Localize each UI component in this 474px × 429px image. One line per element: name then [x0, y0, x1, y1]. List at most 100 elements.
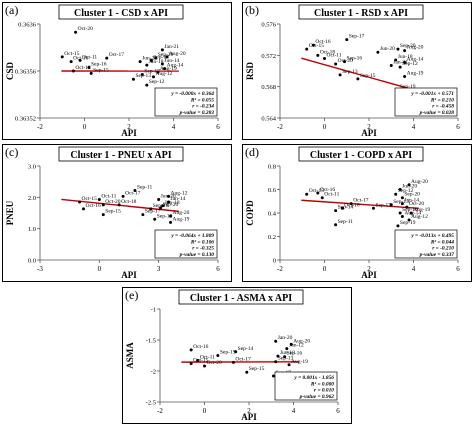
data-point-label: Aug-20: [169, 51, 186, 57]
data-point-label: Oct-20: [78, 26, 94, 32]
chart-title: Cluster 1 - ASMA x API: [190, 293, 292, 304]
stats-line: r = -0.458: [432, 104, 454, 110]
y-axis-label: ASMA: [125, 342, 135, 369]
data-point-label: Aug-12: [155, 71, 172, 77]
y-tick-label: 0: [273, 258, 276, 265]
data-point-label: Aug-19: [407, 70, 424, 76]
y-tick-label: 0.564: [261, 116, 276, 123]
data-point-label: Oct-11: [324, 192, 339, 198]
chart-title: Cluster 1 - CSD x API: [74, 8, 168, 19]
y-axis-label: COPD: [245, 200, 255, 226]
x-tick-label: 4: [412, 265, 416, 273]
y-tick-label: 0.3636: [18, 22, 37, 29]
x-axis-label: API: [121, 270, 137, 280]
data-point-label: Oct-18: [121, 199, 137, 205]
data-point-label: Oct-15: [309, 43, 325, 49]
stats-line: R² = 0.000: [310, 381, 334, 387]
x-axis-label: API: [361, 270, 377, 280]
data-point-label: Jan-21: [164, 44, 179, 50]
data-point-label: Sep-12: [149, 79, 165, 85]
stats-line: y = -0.000x + 0.364: [170, 91, 214, 97]
data-point-label: Sep-16: [347, 56, 363, 62]
y-tick-label: 0.2: [268, 234, 276, 241]
data-point-label: Aug-19: [291, 359, 308, 365]
x-tick-label: 4: [412, 123, 416, 131]
stats-line: r = -0.325: [192, 246, 214, 252]
panel-label: (b): [245, 3, 259, 17]
x-tick-label: 0: [83, 123, 87, 131]
stats-line: R² = 0.106: [190, 239, 214, 245]
data-point-label: Sep-17: [349, 34, 365, 40]
x-tick-label: -2: [277, 123, 283, 131]
y-tick-label: 3.0: [28, 164, 36, 171]
data-point-label: Aug-19: [173, 216, 190, 222]
y-tick-label: -1: [151, 307, 156, 314]
stats-line: y = -0.001x + 0.571: [410, 91, 454, 97]
x-axis-label: API: [361, 128, 377, 138]
y-tick-label: -2.5: [146, 400, 156, 407]
y-tick-label: 0.36356: [15, 69, 37, 76]
data-point-label: Jan-18: [149, 59, 164, 65]
data-point-label: Oct-15: [82, 196, 98, 202]
data-point-label: Sep-17: [375, 202, 391, 208]
x-tick-label: 6: [216, 265, 220, 273]
x-tick-label: -2: [37, 123, 43, 131]
data-point-label: Sep-15: [249, 366, 265, 372]
panel-label: (d): [245, 145, 259, 159]
data-point-label: Sep-15: [220, 350, 236, 356]
y-tick-label: 2.0: [28, 195, 36, 202]
data-point-label: Sep-14: [238, 346, 254, 352]
data-point-label: Oct-18: [75, 65, 91, 71]
data-point-label: Sep-14: [338, 205, 354, 211]
stats-line: p-value = 0.283: [179, 110, 215, 116]
stats-line: p-value = 0.028: [419, 110, 455, 116]
x-tick-label: 0: [323, 123, 327, 131]
x-axis-label: API: [121, 128, 137, 138]
chart-title: Cluster 1 - COPD x API: [310, 150, 412, 161]
data-point-label: Sep-13: [342, 69, 358, 75]
data-point-label: Sep-12: [402, 61, 418, 67]
panel-label: (e): [125, 288, 138, 302]
y-tick-label: -1.5: [146, 338, 156, 345]
y-tick-label: 0.576: [261, 22, 276, 29]
data-point-label: Oct-11: [82, 54, 97, 60]
data-point-label: Sep-15: [360, 73, 376, 79]
data-point-label: Sep-15: [105, 209, 121, 215]
x-tick-label: 6: [336, 407, 340, 415]
chart-title: Cluster 1 - PNEU x API: [70, 150, 171, 161]
stats-line: y = -0.013x + 0.495: [410, 233, 454, 239]
stats-line: y = -0.064x + 1.809: [170, 233, 214, 239]
panel-label: (c): [5, 145, 18, 159]
data-point-label: Sep-19: [400, 220, 416, 226]
x-tick-label: -2: [277, 265, 283, 273]
data-point-label: Jun-20: [380, 46, 395, 52]
x-tick-label: 6: [216, 123, 220, 131]
x-tick-label: 6: [456, 123, 460, 131]
data-point-label: Oct-17: [235, 356, 251, 362]
stats-line: p-value = 0.130: [179, 252, 215, 258]
x-axis-label: API: [241, 412, 257, 422]
y-tick-label: -2: [151, 369, 156, 376]
y-tick-label: 0.4: [268, 211, 277, 218]
y-tick-label: 0.6: [268, 187, 277, 194]
stats-line: R² = 0.044: [430, 239, 454, 245]
y-tick-label: 0.36352: [15, 116, 36, 123]
data-point-label: Jun-12: [289, 343, 304, 349]
y-axis-label: RSD: [245, 62, 255, 81]
x-tick-label: 0: [203, 407, 207, 415]
stats-line: r = -0.210: [432, 246, 454, 252]
x-tick-label: 6: [456, 265, 460, 273]
panel-frame: [243, 145, 472, 282]
stats-line: p-value = 0.337: [419, 252, 455, 258]
stats-line: r = -0.234: [192, 104, 214, 110]
x-tick-label: -3: [37, 265, 43, 273]
y-axis-label: CSD: [5, 62, 15, 81]
